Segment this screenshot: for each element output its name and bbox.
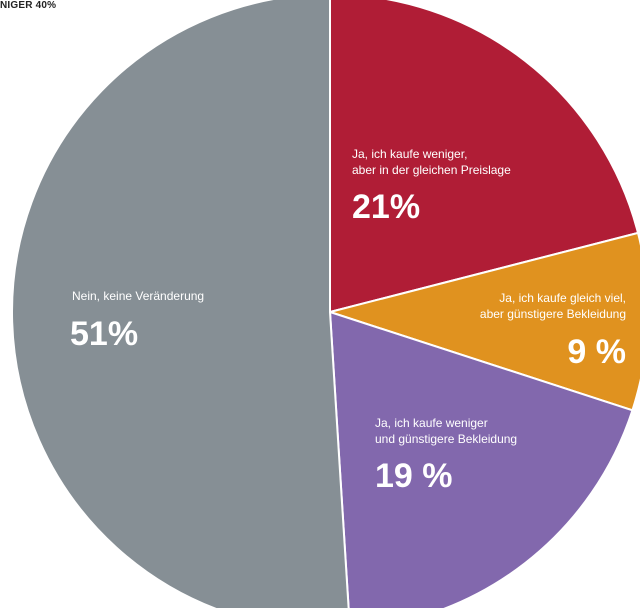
slice-label: Ja, ich kaufe gleich viel,: [499, 291, 626, 305]
chart-header-text: NIGER 40%: [0, 0, 57, 11]
slice-label: Ja, ich kaufe weniger: [375, 416, 488, 430]
slice-value-label: 51%: [70, 315, 138, 353]
slice-label: und günstigere Bekleidung: [375, 432, 517, 446]
pie-slice: [329, 0, 640, 314]
pie-slice: [328, 310, 634, 608]
slice-label: aber günstigere Bekleidung: [480, 307, 626, 321]
slice-value-label: 21%: [352, 188, 420, 226]
slice-label: aber in der gleichen Preislage: [352, 163, 511, 177]
slice-value-label: 19 %: [375, 457, 453, 495]
slice-label: Ja, ich kaufe weniger,: [352, 147, 467, 161]
slice-label: Nein, keine Veränderung: [72, 289, 204, 303]
slice-value-label: 9 %: [567, 333, 626, 371]
pie-slice: [11, 0, 350, 608]
pie-slice: [326, 231, 640, 412]
